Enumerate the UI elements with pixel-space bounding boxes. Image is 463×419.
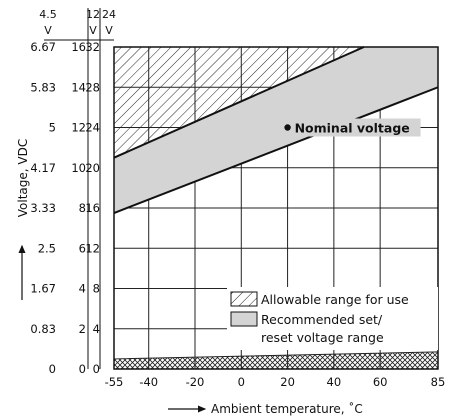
y-tick-label: 5.83 (30, 80, 56, 94)
legend-box (227, 287, 438, 350)
y-tick-label: 5 (49, 121, 56, 135)
x-tick-label: -40 (139, 375, 158, 389)
y-tick-label: 4 (79, 282, 86, 296)
y-tick-label: 24 (85, 121, 100, 135)
y-axis-header: 24 (102, 8, 116, 21)
legend-swatch-allowable (230, 291, 258, 307)
x-tick-label: -55 (105, 375, 124, 389)
y-axis-header: 12 (86, 8, 100, 21)
y-tick-label: 28 (85, 80, 100, 94)
nominal-voltage-label: Nominal voltage (295, 121, 410, 136)
y-axis-unit: V (44, 24, 52, 37)
x-tick-label: 0 (238, 375, 245, 389)
y-tick-label: 0.83 (30, 322, 56, 336)
y-tick-label: 2.5 (38, 241, 56, 255)
x-tick-label: 60 (373, 375, 388, 389)
legend-label: Recommended set/ (261, 312, 383, 327)
upper-boundary-line (113, 46, 365, 159)
y-tick-label: 0 (49, 362, 56, 376)
y-axis-unit: V (105, 24, 113, 37)
x-tick-label: -20 (186, 375, 205, 389)
y-tick-label: 6.67 (30, 40, 56, 54)
y-tick-label: 32 (85, 40, 100, 54)
y-tick-label: 2 (79, 322, 86, 336)
y-tick-label: 0 (79, 362, 86, 376)
y-tick-label: 1.67 (30, 282, 56, 296)
y-axis-unit: V (89, 24, 97, 37)
legend-label: Allowable range for use (261, 292, 409, 307)
y-tick-label: 3.33 (30, 201, 56, 215)
legend-swatch-recommended (230, 311, 258, 327)
annotation-background (292, 118, 421, 137)
y-tick-label: 16 (71, 40, 86, 54)
y-tick-label: 16 (85, 201, 100, 215)
y-tick-label: 4.17 (30, 161, 56, 175)
y-tick-label: 12 (71, 121, 86, 135)
y-tick-label: 10 (71, 161, 86, 175)
y-axis-label: Voltage, VDC (16, 139, 30, 217)
nominal-voltage-point (284, 124, 291, 131)
y-tick-label: 0 (93, 362, 100, 376)
lower-boundary-line (113, 86, 439, 214)
y-tick-label: 6 (79, 241, 86, 255)
y-tick-label: 14 (71, 80, 86, 94)
recommended-range-area (114, 47, 438, 214)
legend-label: reset voltage range (261, 330, 384, 345)
y-tick-label: 4 (93, 322, 100, 336)
y-tick-label: 8 (79, 201, 86, 215)
y-tick-label: 8 (93, 282, 100, 296)
x-tick-label: 85 (431, 375, 446, 389)
x-axis-label: Ambient temperature, ˚C (211, 401, 363, 416)
x-tick-label: 20 (280, 375, 295, 389)
y-tick-label: 20 (85, 161, 100, 175)
plot-frame (113, 46, 439, 370)
y-axis-header: 4.5 (39, 8, 57, 21)
x-tick-label: 40 (327, 375, 342, 389)
y-tick-label: 12 (85, 241, 100, 255)
